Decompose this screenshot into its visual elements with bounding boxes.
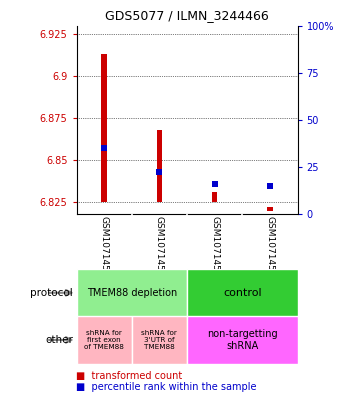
Text: other: other — [45, 335, 73, 345]
Text: TMEM88 depletion: TMEM88 depletion — [87, 288, 177, 298]
Text: GSM1071457: GSM1071457 — [100, 216, 108, 276]
Title: GDS5077 / ILMN_3244466: GDS5077 / ILMN_3244466 — [105, 9, 269, 22]
Bar — [132, 316, 187, 364]
Text: ■  percentile rank within the sample: ■ percentile rank within the sample — [76, 382, 257, 392]
Text: shRNA for
first exon
of TMEM88: shRNA for first exon of TMEM88 — [84, 330, 124, 350]
Bar — [212, 192, 217, 202]
Bar — [76, 316, 132, 364]
Text: ■  transformed count: ■ transformed count — [76, 371, 183, 382]
Bar — [76, 269, 187, 316]
Text: control: control — [223, 288, 261, 298]
Bar — [101, 54, 107, 202]
Text: GSM1071456: GSM1071456 — [155, 216, 164, 276]
Text: shRNA for
3'UTR of
TMEM88: shRNA for 3'UTR of TMEM88 — [141, 330, 177, 350]
Bar — [267, 208, 273, 211]
Text: protocol: protocol — [30, 288, 73, 298]
Bar — [187, 269, 298, 316]
Bar — [187, 316, 298, 364]
Bar — [157, 130, 162, 202]
Text: non-targetting
shRNA: non-targetting shRNA — [207, 329, 277, 351]
Text: GSM1071454: GSM1071454 — [210, 216, 219, 276]
Text: GSM1071455: GSM1071455 — [266, 216, 274, 276]
